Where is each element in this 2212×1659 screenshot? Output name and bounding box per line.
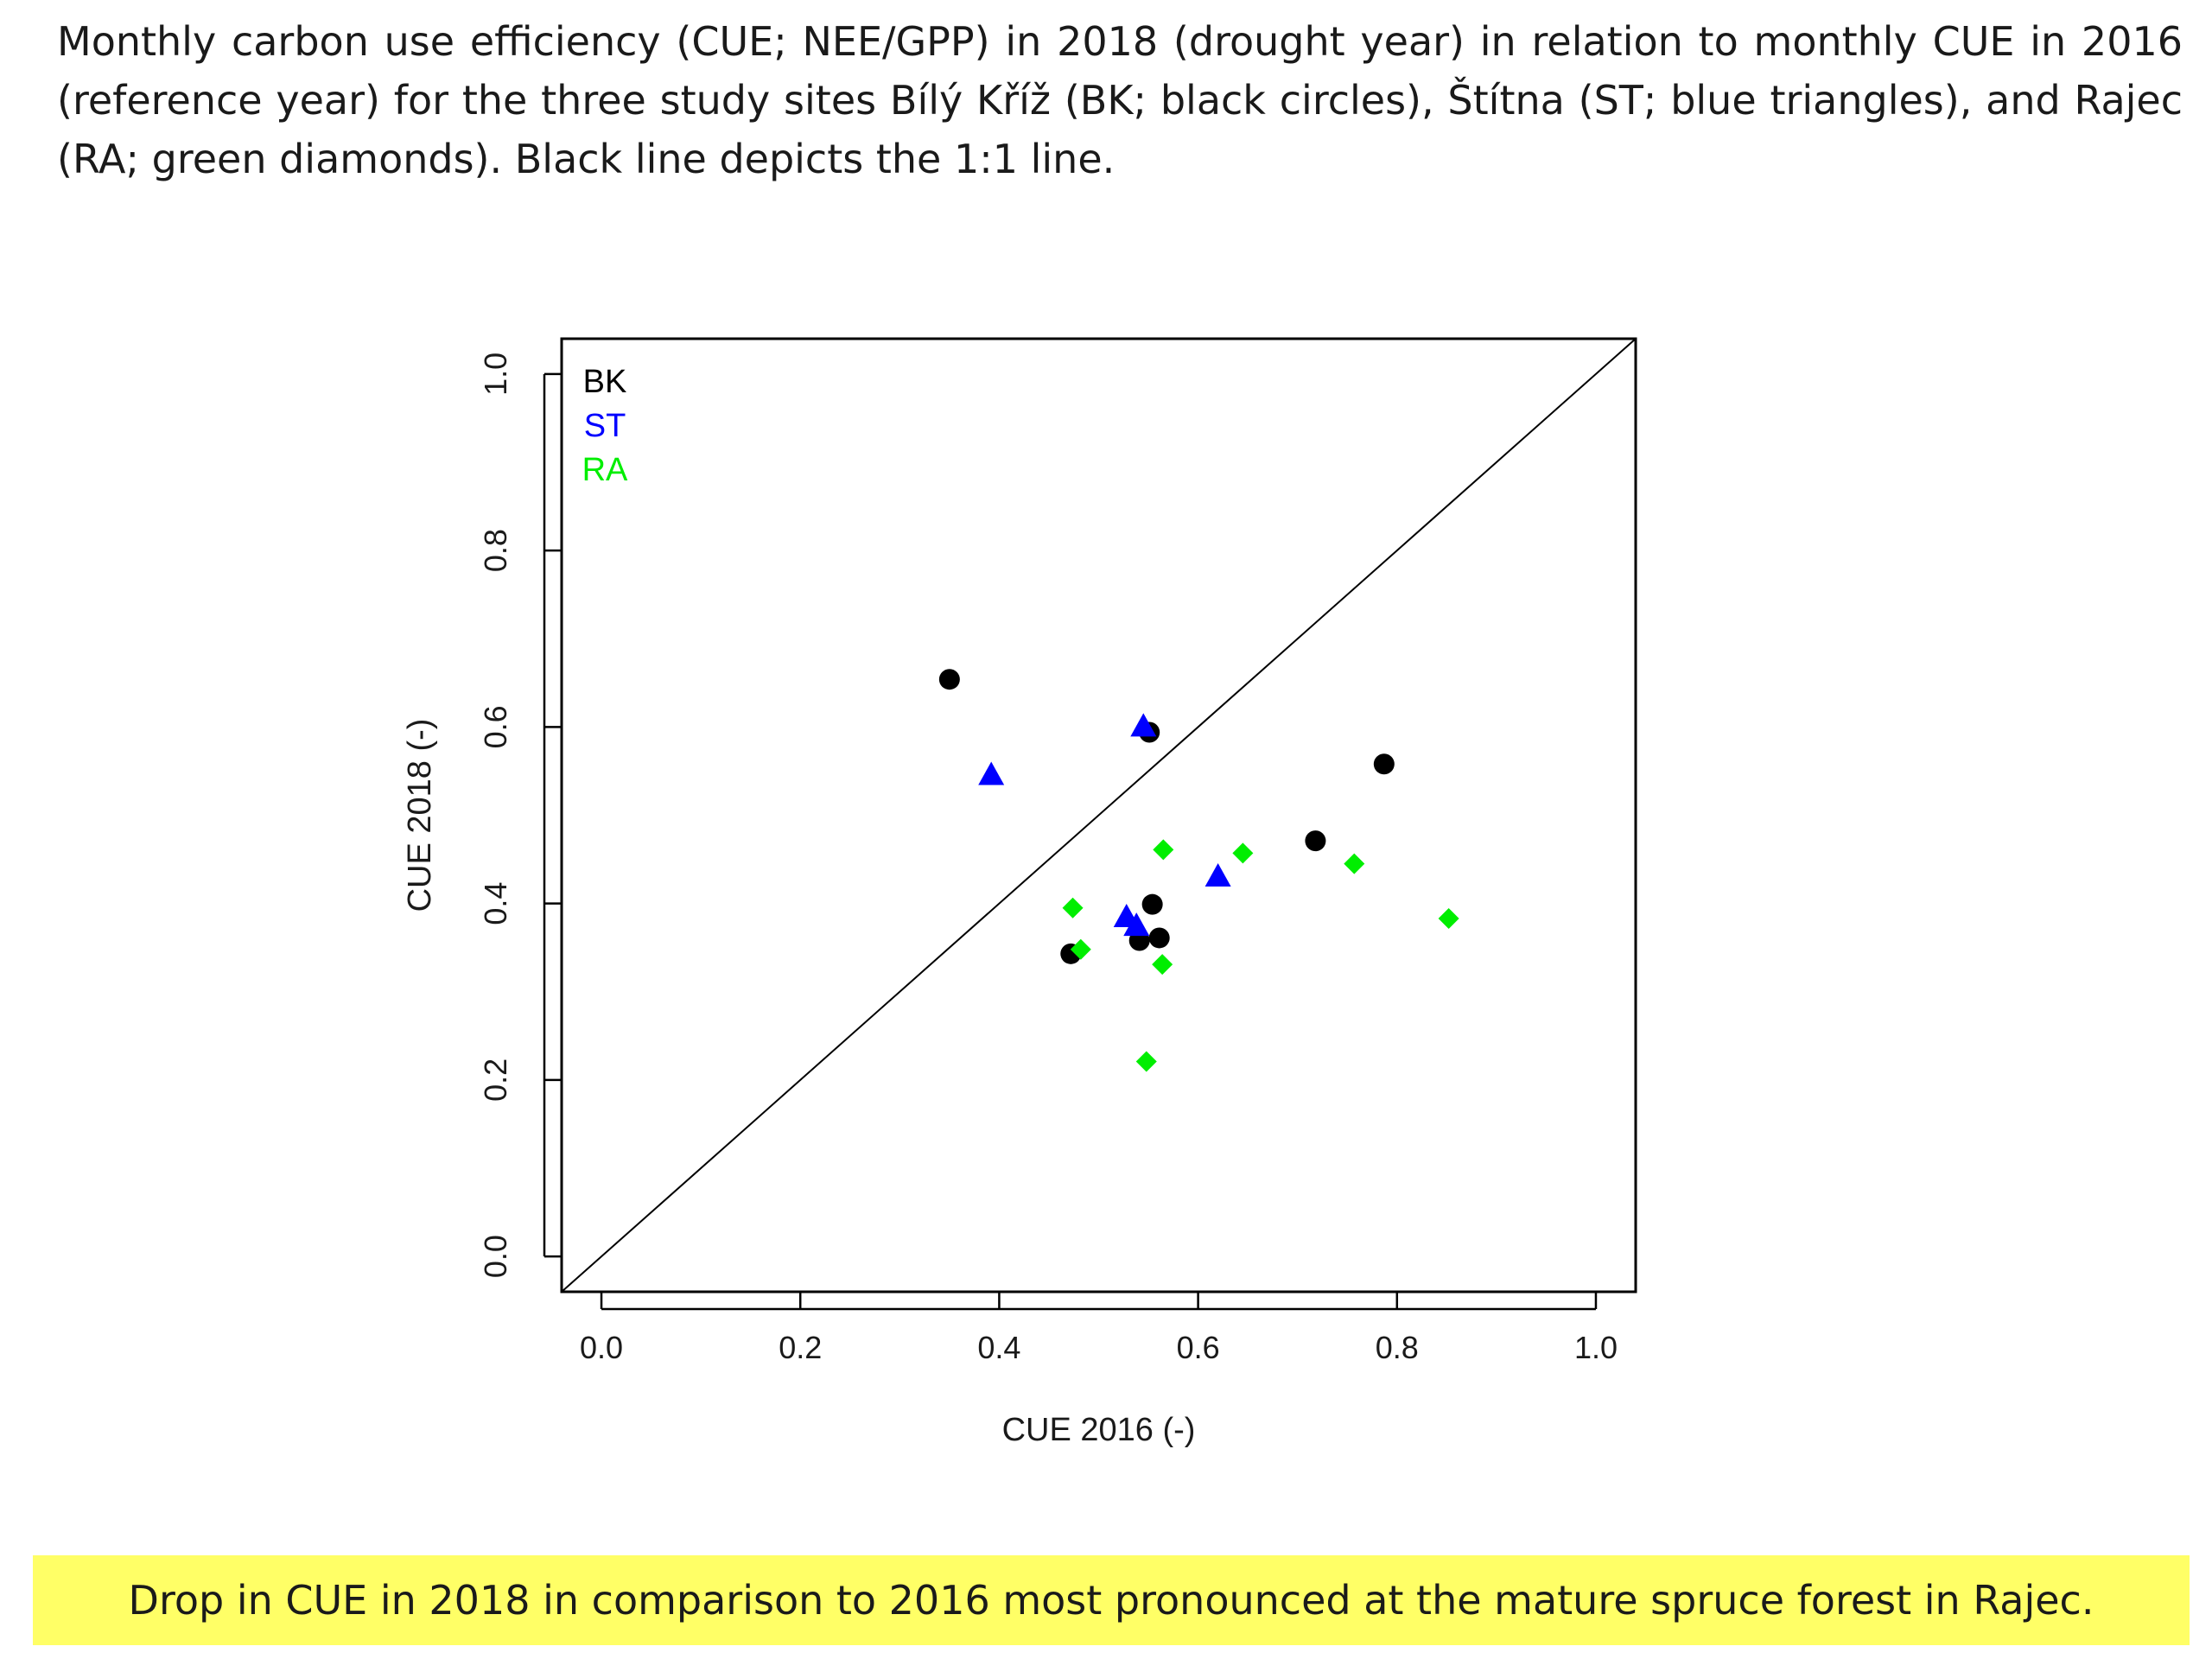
ra-point [1070, 938, 1091, 960]
bk-point [1141, 893, 1163, 915]
y-tick-label: 0.4 [478, 882, 513, 925]
scatter-chart: 0.0 0.2 0.4 0.6 0.8 1.0 0.0 0.2 0.4 0.6 0.8 1.0 CUE … [402, 337, 1637, 1448]
st-point [1123, 912, 1150, 937]
legend-ra: RA [582, 452, 628, 488]
ra-point [1152, 954, 1173, 976]
x-tick-label: 0.2 [779, 1330, 822, 1365]
legend-bk: BK [583, 364, 627, 400]
ra-point [1153, 839, 1174, 861]
y-tick-label: 0.6 [478, 705, 513, 748]
figure-caption: Monthly carbon use efficiency (CUE; NEE/… [57, 18, 2183, 182]
conclusion-banner: Drop in CUE in 2018 in comparison to 201… [33, 1555, 2190, 1645]
bk-point [938, 669, 960, 690]
st-point [1130, 713, 1157, 737]
y-axis-label: CUE 2018 (-) [402, 719, 438, 912]
y-tick-label: 0.8 [478, 529, 513, 572]
x-axis-label: CUE 2016 (-) [1002, 1412, 1196, 1448]
x-tick-label: 0.8 [1376, 1330, 1419, 1365]
ra-point [1438, 907, 1459, 929]
bk-point [1305, 830, 1326, 852]
y-tick-label: 1.0 [478, 353, 513, 396]
x-tick-label: 1.0 [1574, 1330, 1618, 1365]
x-tick-label: 0.0 [580, 1330, 623, 1365]
y-tick-label: 0.2 [478, 1058, 513, 1102]
ra-point [1232, 842, 1254, 864]
one-to-one-line [561, 338, 1637, 1293]
plot-frame [560, 337, 1637, 1294]
ra-point [1135, 1051, 1157, 1072]
ra-point [1062, 897, 1084, 918]
x-tick-label: 0.4 [977, 1330, 1020, 1365]
bk-point [1373, 753, 1395, 775]
ra-point [1344, 853, 1365, 874]
bk-point [1148, 927, 1170, 949]
st-point [978, 761, 1005, 785]
x-tick-label: 0.6 [1177, 1330, 1220, 1365]
legend-st: ST [584, 408, 626, 444]
y-tick-label: 0.0 [478, 1235, 513, 1278]
st-point [1205, 862, 1231, 887]
